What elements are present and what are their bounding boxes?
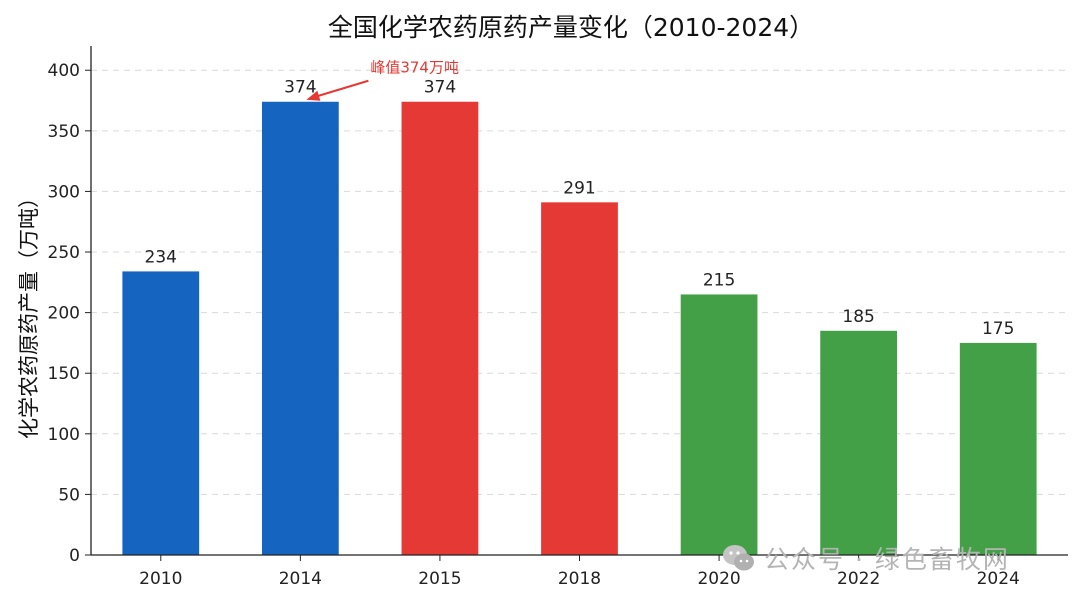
- x-tick-label-2015: 2015: [418, 569, 461, 589]
- x-tick-label-2014: 2014: [279, 569, 322, 589]
- x-tick-label-2020: 2020: [697, 569, 740, 589]
- annotation-arrow-shaft: [315, 79, 369, 98]
- x-tick-label-2022: 2022: [837, 569, 880, 589]
- watermark: 公众号 · 绿色畜牧网: [722, 540, 1010, 576]
- bar-2020: [680, 294, 758, 555]
- y-tick-label: 100: [48, 425, 80, 445]
- x-tick-label-2010: 2010: [139, 569, 182, 589]
- bar-2022: [820, 330, 898, 555]
- annotation-arrowhead: [306, 90, 321, 101]
- data-label-2022: 185: [842, 307, 874, 327]
- bar-2018: [541, 202, 618, 556]
- bars: [122, 101, 1037, 556]
- y-tick-label: 400: [48, 61, 80, 81]
- bar-2015: [401, 101, 479, 555]
- y-tick-label: 350: [48, 122, 80, 142]
- x-tick-label-2018: 2018: [558, 569, 601, 589]
- wechat-icon: [723, 545, 754, 571]
- y-tick-label: 250: [48, 243, 80, 263]
- y-tick-label: 150: [48, 364, 80, 384]
- bar-2024: [959, 342, 1037, 555]
- y-tick-label: 300: [48, 182, 80, 202]
- data-labels: 234 374 374 291 215 185 175: [145, 78, 1015, 339]
- data-label-2020: 215: [703, 270, 735, 290]
- bar-2014: [261, 101, 339, 555]
- x-tick-label-2024: 2024: [977, 569, 1020, 589]
- watermark-text: 公众号 · 绿色畜牧网: [764, 545, 1010, 574]
- data-label-2024: 175: [982, 319, 1014, 339]
- data-label-2015: 374: [424, 78, 456, 98]
- y-axis-ticks: 0 50 100 150 200 250 300 350 400: [48, 61, 91, 566]
- bar-2010: [122, 271, 200, 555]
- data-label-2018: 291: [563, 178, 595, 198]
- y-tick-label: 0: [69, 546, 80, 566]
- peak-annotation: 峰值374万吨: [306, 59, 459, 101]
- chart-title: 全国化学农药原药产量变化（2010-2024）: [328, 13, 814, 42]
- data-label-2010: 234: [145, 247, 177, 267]
- y-tick-label: 50: [58, 485, 80, 505]
- y-axis-label: 化学农药原药产量（万吨）: [17, 187, 41, 439]
- axes: [90, 46, 1068, 556]
- annotation-text: 峰值374万吨: [370, 59, 459, 77]
- x-axis-ticks: 2010 2014 2015 2018 2020 2022 2024: [139, 555, 1020, 589]
- y-tick-label: 200: [48, 304, 80, 324]
- data-label-2014: 374: [284, 78, 316, 98]
